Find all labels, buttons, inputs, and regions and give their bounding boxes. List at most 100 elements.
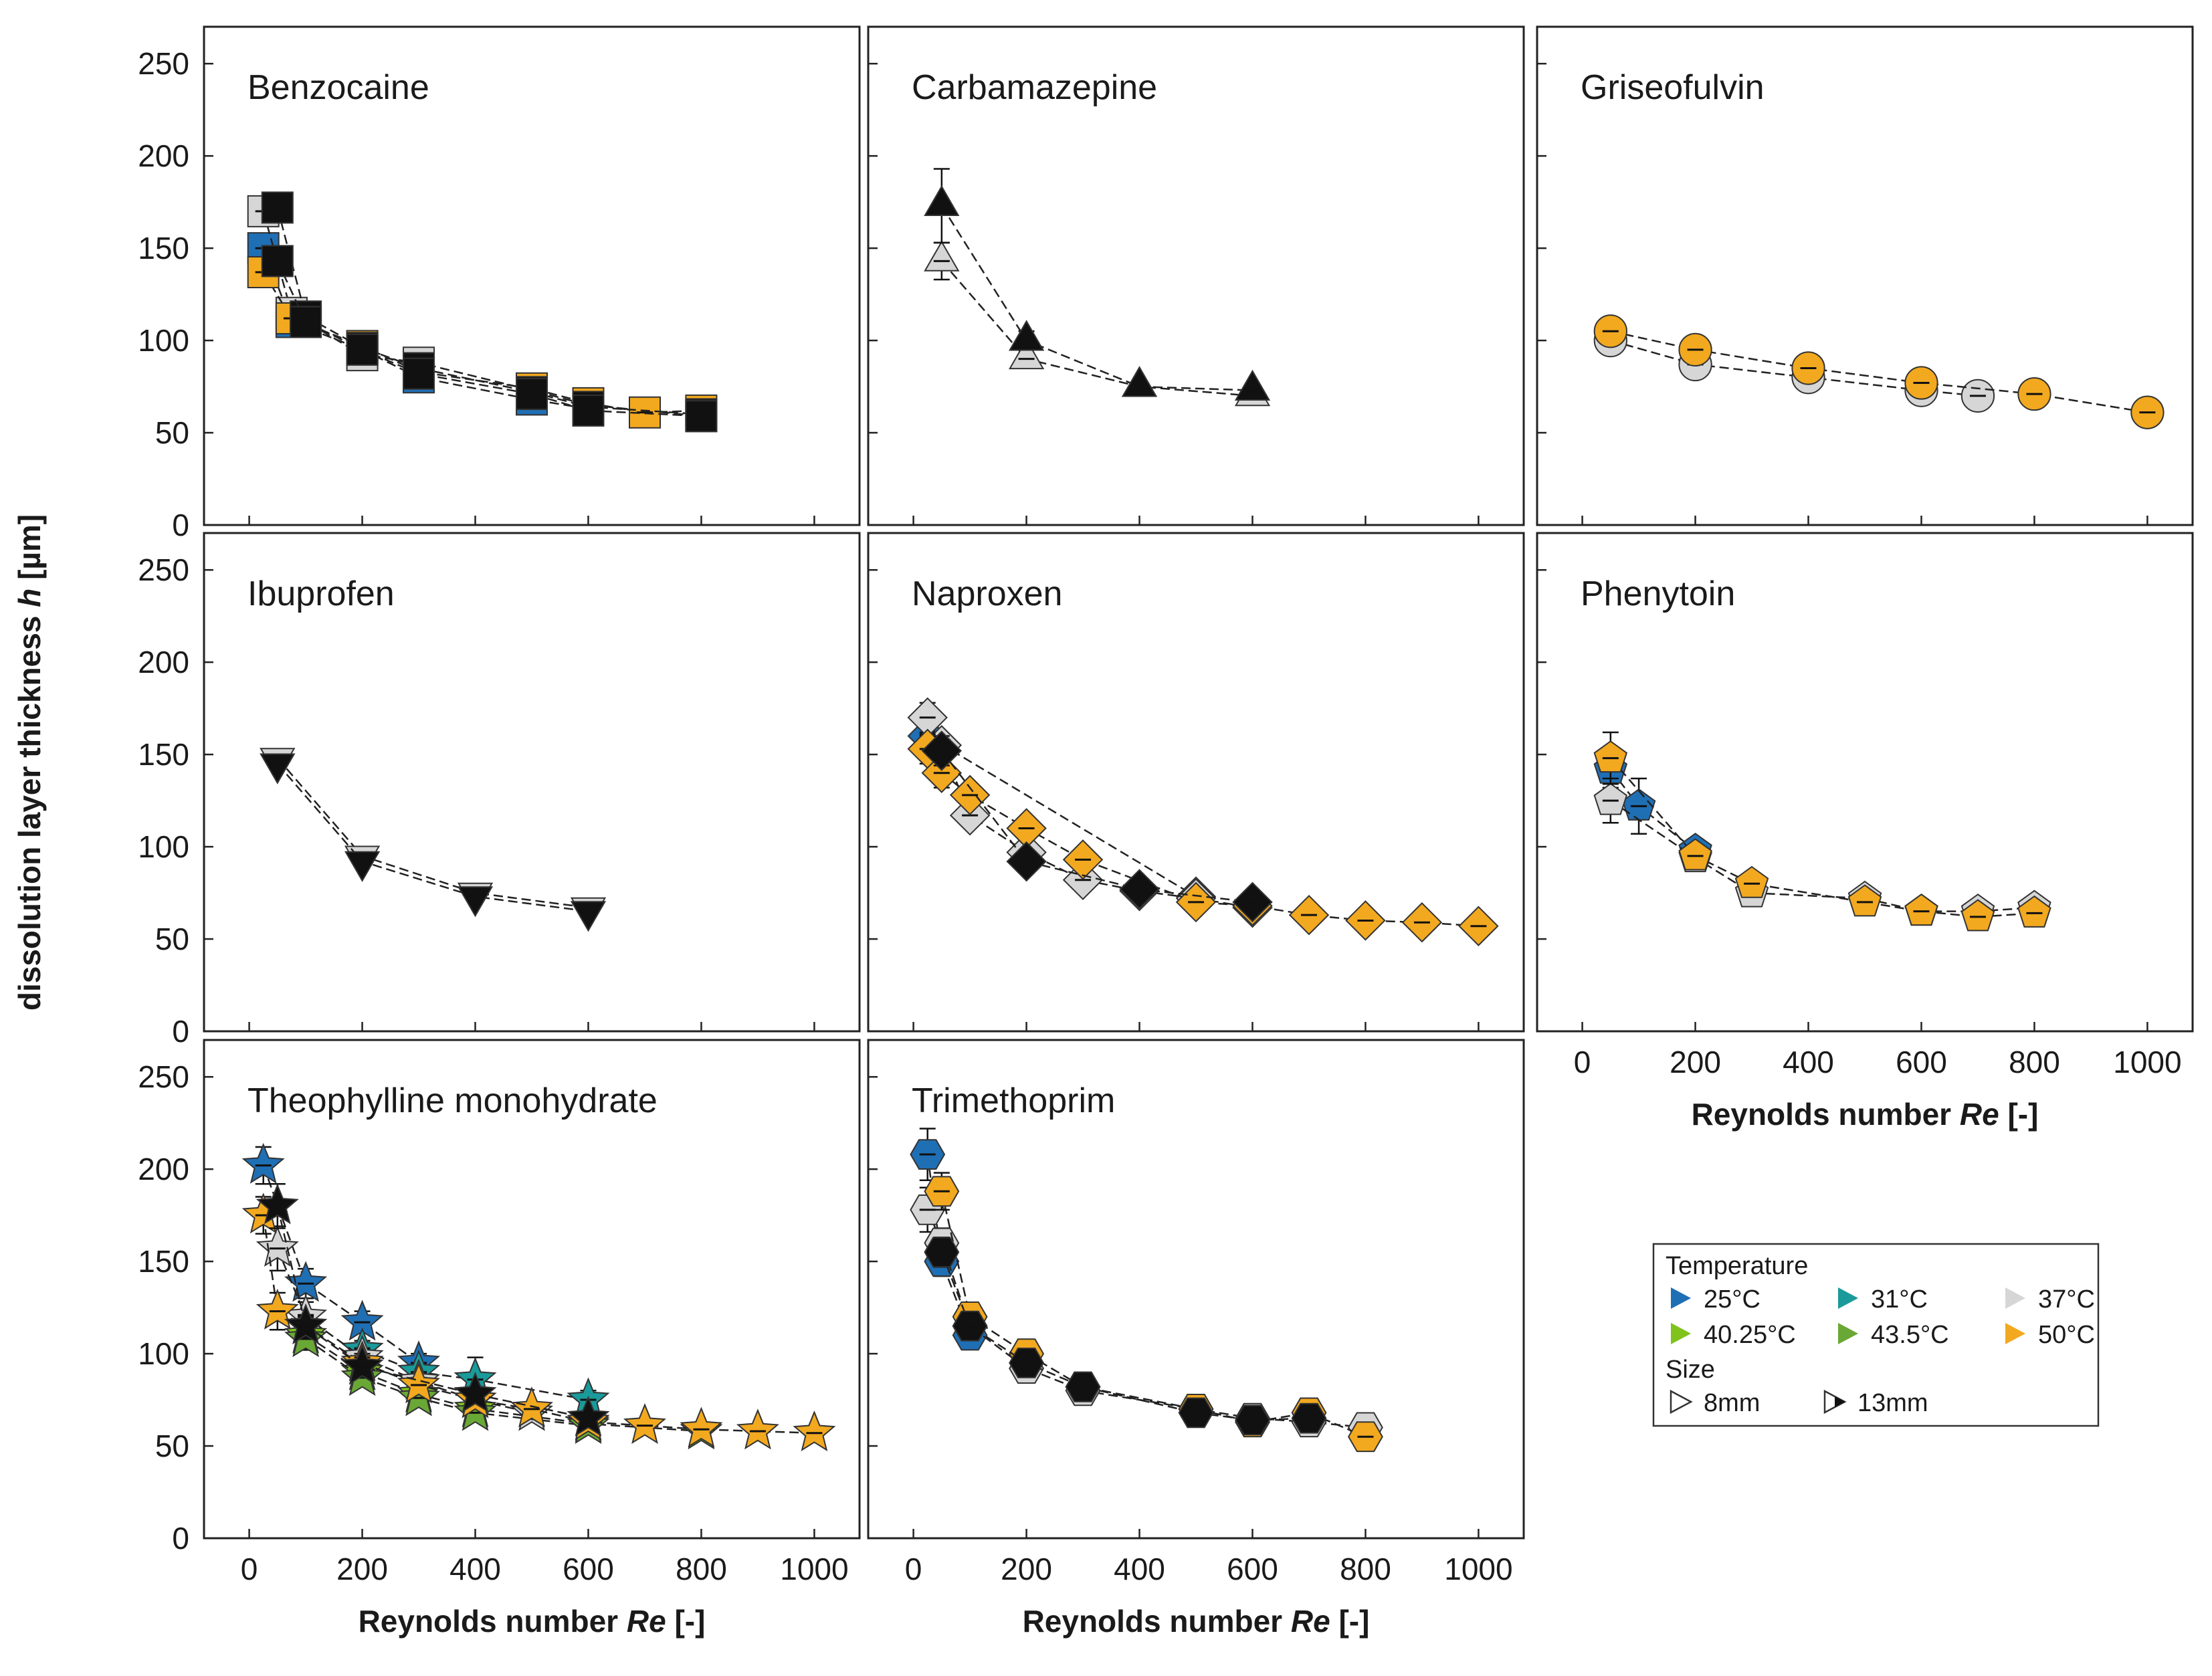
series-37-c-13mm (924, 168, 1271, 401)
x-tick-label: 200 (1670, 1045, 1721, 1079)
legend-triangle-icon (1671, 1287, 1691, 1309)
panel-frame (867, 25, 1525, 526)
legend-label: 40.25°C (1704, 1321, 1796, 1349)
x-tick-label: 400 (1783, 1045, 1834, 1079)
data-point (924, 240, 960, 272)
legend-label: 37°C (2038, 1285, 2095, 1314)
y-tick-label: 200 (138, 645, 189, 679)
series-line (940, 205, 1253, 391)
data-point (454, 1372, 497, 1413)
data-point (397, 1362, 441, 1404)
series-line (927, 735, 1197, 898)
y-tick-label: 100 (138, 323, 189, 358)
y-tick-label: 200 (138, 138, 189, 173)
data-point (1593, 740, 1628, 773)
series-37-c-13mm (256, 1182, 610, 1437)
legend-entry-13mm: 13mm (1823, 1389, 1928, 1417)
data-point (256, 1288, 299, 1330)
panel-title: Theophylline monohydrate (247, 1081, 658, 1120)
data-point (256, 1226, 299, 1267)
series-line (276, 757, 589, 909)
legend-triangle-icon (1670, 1389, 1693, 1415)
series-37-c-13mm (260, 753, 607, 932)
legend-triangle-icon (2005, 1287, 2025, 1309)
x-axis-title: Reynolds number Re [-] (1692, 1097, 2039, 1132)
y-tick-label: 0 (172, 1521, 189, 1556)
data-point (1008, 320, 1045, 351)
y-tick-label: 50 (155, 415, 189, 450)
legend-half-fill (1835, 1396, 1845, 1407)
x-tick-label: 400 (449, 1552, 501, 1586)
panel-title: Griseofulvin (1581, 68, 1765, 107)
data-point (344, 851, 381, 882)
x-tick-label: 0 (1574, 1045, 1591, 1079)
panel-title: Naproxen (912, 574, 1062, 613)
data-point (1121, 366, 1158, 397)
data-point (1008, 338, 1045, 370)
x-tick-label: 400 (1114, 1552, 1165, 1586)
legend-triangle-icon (1671, 1323, 1691, 1344)
panel-title: Phenytoin (1581, 574, 1735, 613)
x-tick-label: 0 (241, 1552, 258, 1586)
y-tick-label: 150 (138, 231, 189, 266)
series-line (940, 750, 1253, 904)
legend-label: 8mm (1704, 1389, 1760, 1417)
x-tick-label: 1000 (1444, 1552, 1512, 1586)
data-point (924, 185, 960, 217)
data-point (397, 1375, 441, 1417)
data-point (1847, 884, 1882, 917)
legend-triangle-icon (1838, 1323, 1858, 1344)
x-tick-label: 200 (1001, 1552, 1052, 1586)
panel-frame (1536, 25, 2194, 526)
panel-phenytoin: 0 200 400 600 800 1000 Reynolds number Re [-] P… (1536, 532, 2194, 1132)
data-point (1960, 899, 1995, 932)
panel-title: Carbamazepine (912, 68, 1157, 107)
panel-carbamazepine: Carbamazepine (867, 25, 1525, 526)
panel-frame (203, 532, 861, 1033)
series-50-c-8mm (1593, 731, 2051, 932)
y-tick-label: 200 (138, 1152, 189, 1186)
series-37-c-13mm (921, 730, 1273, 923)
series-line (262, 1165, 419, 1364)
data-point (256, 1183, 299, 1225)
y-tick-label: 250 (138, 1059, 189, 1094)
panel-griseofulvin: Griseofulvin (1536, 25, 2194, 526)
panel-naproxen: Naproxen (867, 532, 1525, 1033)
y-axis-title: dissolution layer thickness h [µm] (12, 514, 47, 1011)
legend-triangle-icon (1838, 1287, 1858, 1309)
legend-label: 25°C (1704, 1285, 1761, 1314)
panel-title: Trimethoprim (912, 1081, 1115, 1120)
data-point (241, 1142, 285, 1184)
legend-entry-43-5-c: 43.5°C (1838, 1321, 1949, 1349)
legend: Temperature 25°C 31°C 37°C 40.25°C 43.5°C 50°C… (1652, 1243, 2100, 1427)
x-tick-label: 800 (2009, 1045, 2060, 1079)
data-point (284, 1303, 328, 1344)
legend-label: 43.5°C (1871, 1321, 1949, 1349)
legend-label: 31°C (1871, 1285, 1928, 1314)
x-tick-label: 800 (1340, 1552, 1391, 1586)
data-point (454, 1390, 497, 1431)
legend-title-size: Size (1666, 1356, 1715, 1384)
y-tick-label: 150 (138, 1244, 189, 1279)
data-point (623, 1402, 667, 1444)
panel-frame (1536, 532, 2194, 1033)
data-point (680, 1406, 723, 1448)
legend-label: 13mm (1857, 1389, 1928, 1417)
panel-trimethoprim: 0 200 400 600 800 1000 Reynolds number Re [-] T… (867, 1039, 1525, 1639)
legend-entry-37-c: 37°C (2005, 1285, 2095, 1314)
y-tick-label: 150 (138, 737, 189, 772)
panel-benzocaine: 0 50 100 150 200 250 Benzocaine (138, 25, 861, 542)
data-point (793, 1410, 836, 1451)
data-point (1904, 894, 1938, 926)
y-tick-label: 250 (138, 552, 189, 587)
data-point (457, 886, 494, 918)
y-tick-label: 0 (172, 508, 189, 542)
legend-entry-8mm: 8mm (1670, 1389, 1760, 1417)
legend-entry-40-25-c: 40.25°C (1671, 1321, 1796, 1349)
panel-frame (867, 1039, 1525, 1540)
y-tick-label: 100 (138, 1336, 189, 1371)
x-tick-label: 800 (676, 1552, 727, 1586)
x-tick-label: 600 (1896, 1045, 1947, 1079)
chart-panels: 0 50 100 150 200 250 Benzocaine Carbamazepine Gr… (138, 25, 2194, 1639)
